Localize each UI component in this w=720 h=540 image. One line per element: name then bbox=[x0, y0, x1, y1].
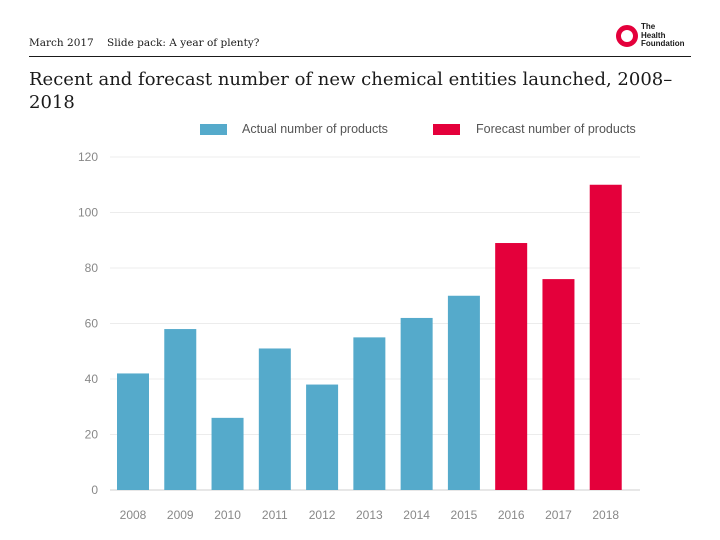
x-tick-label: 2017 bbox=[545, 508, 572, 522]
x-axis-ticks: 2008 2009 2010 2011 2012 2013 2014 2015 2016 2017… bbox=[120, 508, 620, 522]
legend-label-forecast: Forecast number of products bbox=[476, 122, 636, 136]
health-foundation-logo: The Health Foundation bbox=[614, 22, 694, 51]
slide-pack-title: Slide pack: A year of plenty? bbox=[107, 37, 260, 49]
bar-2014 bbox=[400, 317, 433, 490]
x-tick-label: 2011 bbox=[262, 508, 288, 522]
bar-2015 bbox=[447, 295, 480, 490]
bar-2009 bbox=[164, 329, 197, 490]
chart-title: Recent and forecast number of new chemic… bbox=[29, 69, 673, 113]
logo-ring-icon bbox=[616, 25, 638, 47]
chart-bars bbox=[117, 184, 622, 490]
x-tick-label: 2018 bbox=[592, 508, 619, 522]
bar-2013 bbox=[353, 337, 386, 490]
header-divider bbox=[29, 56, 691, 57]
x-tick-label: 2016 bbox=[498, 508, 525, 522]
x-tick-label: 2013 bbox=[356, 508, 383, 522]
bar-2012 bbox=[306, 384, 339, 490]
bar-2017 bbox=[542, 279, 575, 490]
y-tick-label: 40 bbox=[85, 372, 99, 386]
y-axis-ticks: 0 20 40 60 80 100 120 bbox=[78, 150, 98, 497]
x-tick-label: 2009 bbox=[167, 508, 194, 522]
y-tick-label: 60 bbox=[85, 317, 99, 331]
bar-2008 bbox=[117, 373, 149, 490]
x-tick-label: 2012 bbox=[309, 508, 336, 522]
logo-line: The bbox=[641, 22, 656, 31]
y-tick-label: 0 bbox=[91, 483, 98, 497]
x-tick-label: 2014 bbox=[403, 508, 430, 522]
y-tick-label: 100 bbox=[78, 206, 98, 220]
bar-2011 bbox=[258, 348, 291, 490]
bar-2018 bbox=[589, 184, 622, 490]
legend-swatch-actual bbox=[200, 124, 227, 135]
slide-header: March 2017 Slide pack: A year of plenty?… bbox=[0, 0, 720, 60]
logo-line: Health bbox=[641, 30, 666, 40]
y-tick-label: 120 bbox=[78, 150, 98, 164]
y-tick-label: 80 bbox=[85, 261, 99, 275]
y-tick-label: 20 bbox=[85, 428, 99, 442]
logo-line: Foundation bbox=[641, 39, 685, 48]
legend-label-actual: Actual number of products bbox=[242, 122, 388, 136]
bar-2016 bbox=[495, 243, 528, 490]
bar-2010 bbox=[211, 417, 244, 490]
x-tick-label: 2010 bbox=[214, 508, 241, 522]
x-tick-label: 2008 bbox=[120, 508, 147, 522]
legend-swatch-forecast bbox=[433, 124, 460, 135]
x-tick-label: 2015 bbox=[451, 508, 478, 522]
slide-date: March 2017 bbox=[29, 37, 94, 49]
chart-legend: Actual number of products Forecast numbe… bbox=[200, 121, 700, 139]
logo-text: The Health Foundation bbox=[641, 22, 685, 49]
